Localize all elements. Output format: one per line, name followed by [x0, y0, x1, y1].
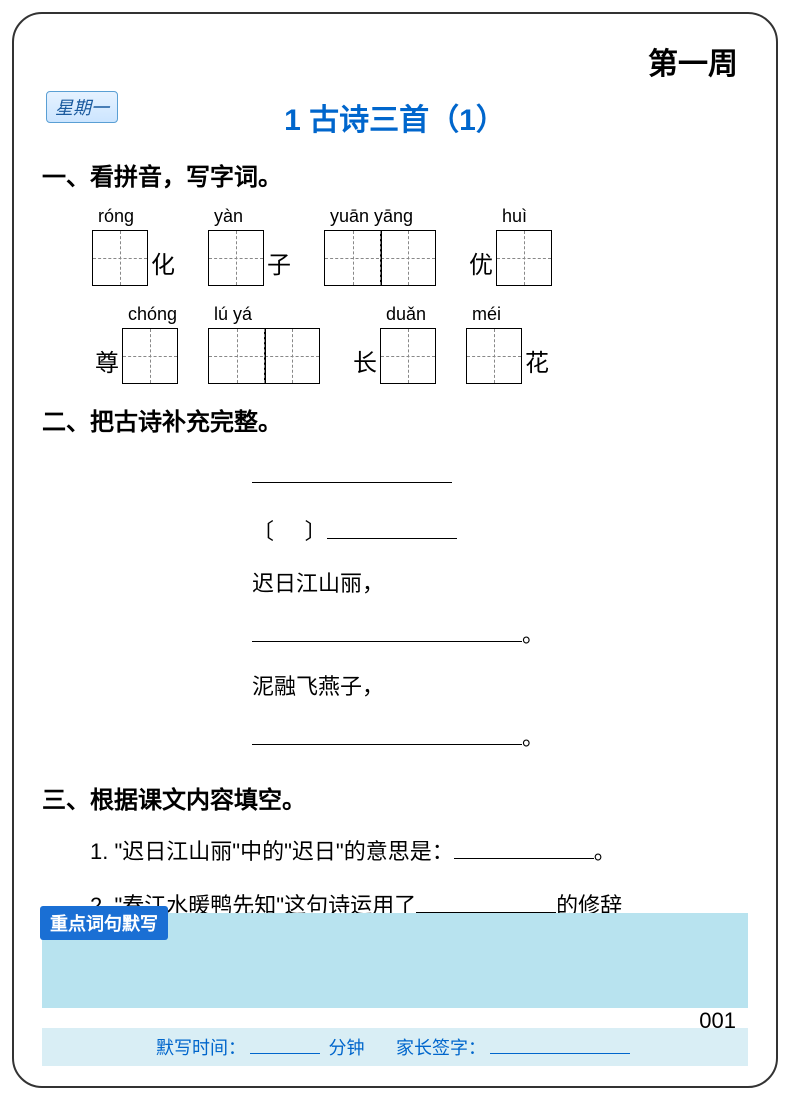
dictation-label: 重点词句默写: [40, 906, 168, 940]
section3-heading: 三、根据课文内容填空。: [42, 780, 748, 815]
pinyin-label: chóng: [122, 304, 178, 326]
blank-signature[interactable]: [490, 1053, 630, 1054]
blank-poem-line[interactable]: [252, 721, 522, 745]
char-box[interactable]: [496, 230, 552, 286]
question-1: 1. "迟日江山丽"中的"迟日"的意思是： 。: [42, 829, 748, 875]
pinyin-label: yuān yāng: [324, 206, 436, 228]
day-tag: 星期一: [46, 91, 118, 123]
suffix-char: 花: [522, 343, 552, 384]
section2-heading: 二、把古诗补充完整。: [42, 402, 748, 437]
pinyin-item: 尊 chóng: [92, 304, 178, 384]
pinyin-item: yàn 子: [208, 206, 294, 286]
pinyin-item: méi 花: [466, 304, 552, 384]
time-label: 默写时间：: [156, 1038, 246, 1058]
char-box-double[interactable]: [324, 230, 436, 286]
pinyin-label: yàn: [208, 206, 264, 228]
blank-author[interactable]: [327, 515, 457, 539]
pinyin-row-2: 尊 chóng lú yá 长 duǎn méi 花: [42, 304, 748, 384]
suffix-char: 子: [264, 245, 294, 286]
lesson-title: 1 古诗三首（1）: [42, 95, 748, 139]
blank-poem-title[interactable]: [252, 459, 452, 483]
time-unit: 分钟: [329, 1038, 365, 1058]
poem-line-2: 泥融飞燕子，: [252, 662, 748, 713]
blank-answer[interactable]: [454, 837, 594, 859]
blank-poem-line[interactable]: [252, 618, 522, 642]
char-box[interactable]: [466, 328, 522, 384]
pinyin-item: yuān yāng: [324, 206, 436, 286]
prefix-char: 优: [466, 245, 496, 286]
pinyin-label: róng: [92, 206, 148, 228]
pinyin-label: duǎn: [380, 304, 436, 326]
prefix-char: 长: [350, 343, 380, 384]
dictation-box: 重点词句默写: [42, 913, 748, 1008]
week-header: 第一周: [42, 39, 748, 83]
blank-time[interactable]: [250, 1053, 320, 1054]
period: 。: [522, 725, 544, 750]
pinyin-label: méi: [466, 304, 522, 326]
char-box[interactable]: [380, 328, 436, 384]
char-box-double[interactable]: [208, 328, 320, 384]
pinyin-item: 优 huì: [466, 206, 552, 286]
suffix-char: 化: [148, 245, 178, 286]
pinyin-item: róng 化: [92, 206, 178, 286]
bracket-open: 〔: [252, 519, 274, 544]
pinyin-item: 长 duǎn: [350, 304, 436, 384]
sign-label: 家长签字：: [396, 1038, 486, 1058]
prefix-char: 尊: [92, 343, 122, 384]
pinyin-row-1: róng 化 yàn 子 yuān yāng 优 huì: [42, 206, 748, 286]
char-box[interactable]: [208, 230, 264, 286]
blank-answer[interactable]: [416, 891, 556, 913]
poem-block: 〔 〕 迟日江山丽， 。 泥融飞燕子， 。: [252, 451, 748, 764]
period: 。: [594, 839, 616, 864]
bracket-close: 〕: [305, 519, 327, 544]
pinyin-item: lú yá: [208, 304, 320, 384]
period: 。: [522, 622, 544, 647]
char-box[interactable]: [92, 230, 148, 286]
char-box[interactable]: [122, 328, 178, 384]
section1-heading: 一、看拼音，写字词。: [42, 157, 748, 192]
poem-line-1: 迟日江山丽，: [252, 559, 748, 610]
footer-bar: 默写时间： 分钟 家长签字：: [42, 1028, 748, 1066]
page-frame: 第一周 星期一 1 古诗三首（1） 一、看拼音，写字词。 róng 化 yàn …: [12, 12, 778, 1088]
q1-text: 1. "迟日江山丽"中的"迟日"的意思是：: [90, 839, 454, 864]
pinyin-label: huì: [496, 206, 552, 228]
pinyin-label: lú yá: [208, 304, 320, 326]
